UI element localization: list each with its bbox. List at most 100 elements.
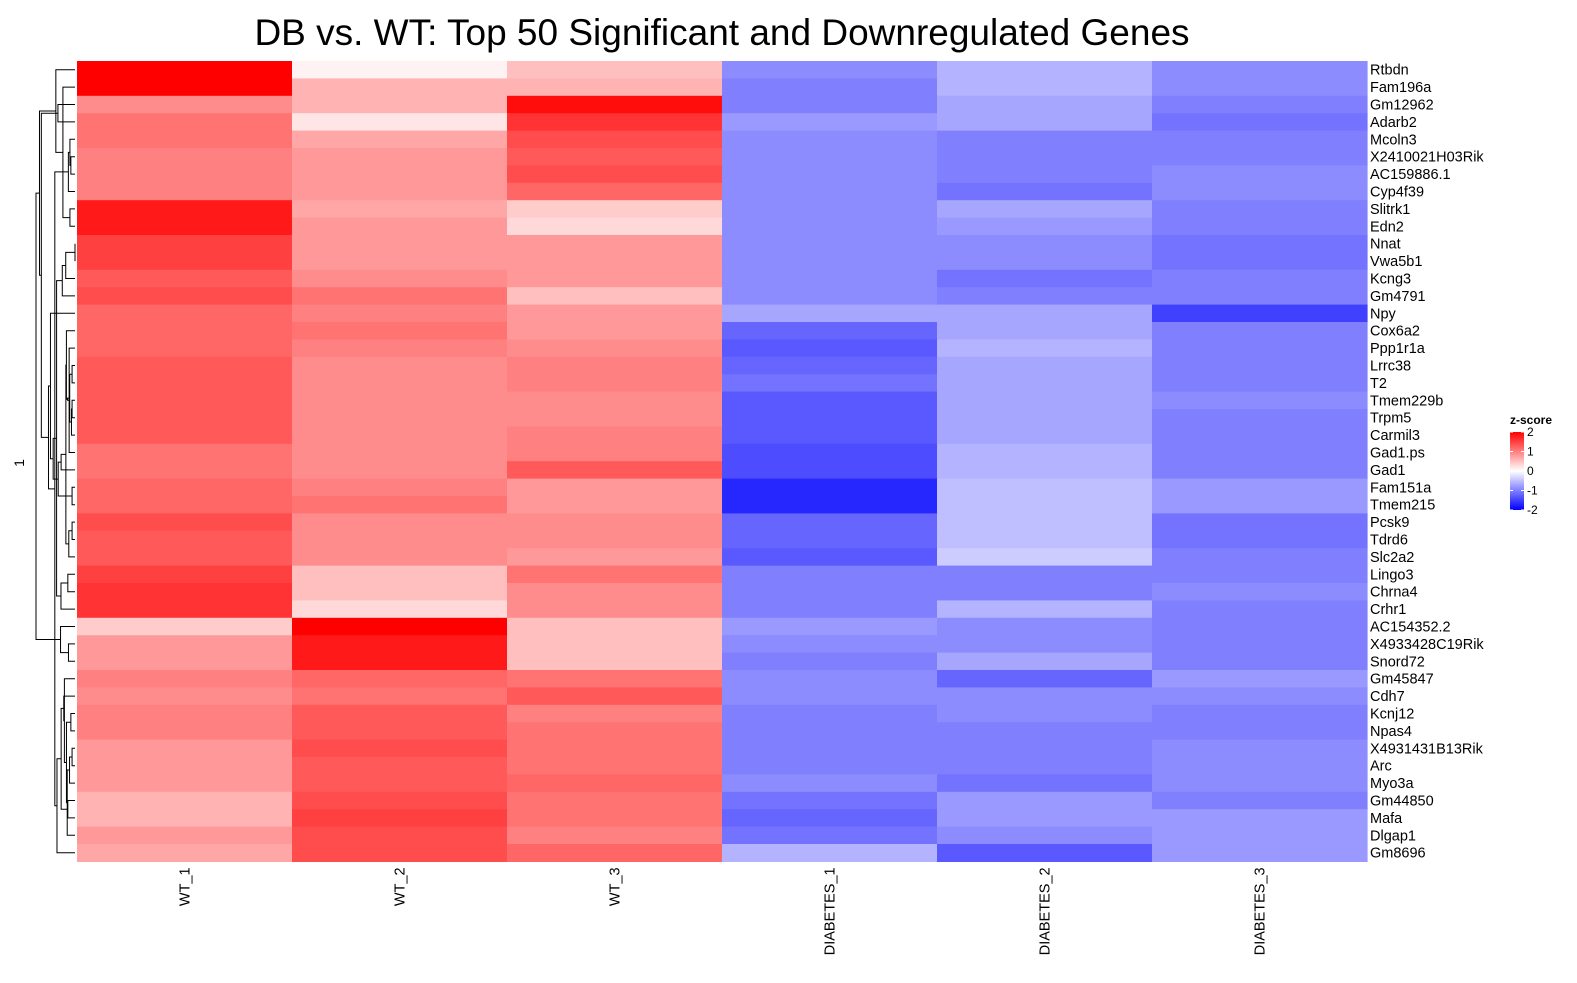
heatmap-cell [77, 426, 293, 445]
heatmap-cell [1152, 548, 1368, 567]
heatmap-cell [937, 530, 1153, 549]
row-label: Gm12962 [1370, 98, 1434, 114]
heatmap-cells [77, 61, 1368, 862]
heatmap-cell [722, 826, 938, 845]
heatmap-cell [77, 461, 293, 480]
heatmap-cell [77, 548, 293, 567]
heatmap-cell [292, 130, 508, 149]
column-label: WT_3 [608, 867, 624, 906]
heatmap-cell [722, 704, 938, 723]
heatmap-cell [507, 791, 723, 810]
heatmap-cell [722, 443, 938, 462]
heatmap-cell [292, 844, 508, 862]
heatmap-cell [1152, 443, 1368, 462]
heatmap-cell [292, 391, 508, 410]
column-label: DIABETES_2 [1038, 867, 1054, 955]
heatmap-cell [937, 600, 1153, 619]
heatmap-cell [722, 339, 938, 358]
heatmap-cell [507, 235, 723, 253]
heatmap-cell [722, 252, 938, 271]
heatmap-cell [937, 252, 1153, 271]
row-label: Vwa5b1 [1370, 254, 1422, 270]
heatmap-cell [507, 583, 723, 601]
heatmap-cell [1152, 391, 1368, 410]
heatmap-cell [937, 287, 1153, 306]
heatmap-cell [1152, 200, 1368, 219]
heatmap-cell [722, 791, 938, 810]
heatmap-cell [1152, 461, 1368, 480]
heatmap-cell [507, 530, 723, 549]
dendrogram-branch [71, 486, 75, 506]
heatmap-cell [1152, 826, 1368, 845]
heatmap-cell [292, 374, 508, 393]
heatmap-cell [1152, 774, 1368, 793]
heatmap-cell [937, 757, 1153, 775]
heatmap-cell [77, 826, 293, 845]
heatmap-cell [292, 548, 508, 567]
heatmap-cell [507, 548, 723, 567]
heatmap-cell [77, 182, 293, 201]
heatmap-cell [507, 322, 723, 340]
heatmap-cell [1152, 61, 1368, 79]
dendrogram-branch [71, 399, 75, 419]
heatmap-cell [937, 461, 1153, 480]
heatmap-cell [292, 322, 508, 340]
heatmap-cell [1152, 670, 1368, 688]
dendrogram-branch [71, 521, 75, 540]
heatmap-cell [937, 235, 1153, 253]
dendrogram-branch [69, 373, 73, 423]
heatmap-cell [507, 600, 723, 619]
heatmap-cell [1152, 130, 1368, 149]
heatmap-cell [507, 826, 723, 845]
heatmap-cell [722, 652, 938, 671]
column-label: DIABETES_1 [823, 867, 839, 955]
heatmap-cell [722, 583, 938, 601]
heatmap-cell [292, 652, 508, 671]
legend-tick-label: 1 [1527, 445, 1534, 459]
dendrogram-branch [63, 695, 75, 722]
heatmap-cell [1152, 617, 1368, 636]
row-label: Fam196a [1370, 80, 1432, 96]
heatmap-cell [292, 600, 508, 619]
legend-tick-label: -1 [1527, 484, 1538, 498]
row-label: Adarb2 [1370, 115, 1417, 131]
heatmap-cell [292, 95, 508, 114]
heatmap-cell [1152, 426, 1368, 445]
heatmap-cell [292, 739, 508, 758]
heatmap-cell [77, 148, 293, 166]
heatmap-cell [507, 182, 723, 201]
row-label: Mafa [1370, 811, 1403, 827]
legend-color-bar [1510, 432, 1524, 510]
row-label: Fam151a [1370, 480, 1432, 496]
heatmap-cell [292, 165, 508, 184]
heatmap-cell [77, 200, 293, 219]
heatmap-cell [507, 670, 723, 688]
heatmap-cell [722, 844, 938, 862]
heatmap-cell [507, 722, 723, 741]
heatmap-cell [292, 61, 508, 79]
heatmap-cell [1152, 478, 1368, 497]
heatmap-cell [77, 217, 293, 236]
heatmap-cell [1152, 409, 1368, 427]
heatmap-cell [77, 443, 293, 462]
heatmap-cell [507, 565, 723, 584]
heatmap-cell [1152, 148, 1368, 166]
heatmap-cell [507, 217, 723, 236]
heatmap-cell [1152, 565, 1368, 584]
heatmap-cell [722, 617, 938, 636]
heatmap-cell [1152, 600, 1368, 619]
color-legend: z-score 2 1 0 -1 -2 [1510, 413, 1552, 517]
heatmap-cell [507, 687, 723, 706]
row-label: Gm45847 [1370, 672, 1434, 688]
heatmap-cell [722, 478, 938, 497]
heatmap-cell [722, 95, 938, 114]
heatmap-cell [937, 113, 1153, 132]
dendrogram-branch [65, 251, 75, 279]
heatmap-cell [937, 165, 1153, 184]
dendrogram-branch [70, 713, 75, 732]
heatmap-cell [1152, 269, 1368, 288]
heatmap-cell [937, 496, 1153, 514]
legend-title: z-score [1510, 413, 1552, 427]
heatmap-cell [507, 774, 723, 793]
dendrogram-branch [67, 643, 75, 662]
